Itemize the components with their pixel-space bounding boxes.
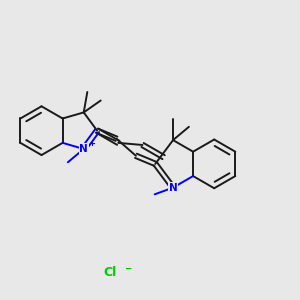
Text: +: +	[88, 139, 95, 148]
Text: Cl: Cl	[103, 266, 116, 279]
Text: ⁻: ⁻	[124, 264, 131, 278]
Text: N: N	[80, 144, 88, 154]
Text: N: N	[169, 183, 177, 193]
